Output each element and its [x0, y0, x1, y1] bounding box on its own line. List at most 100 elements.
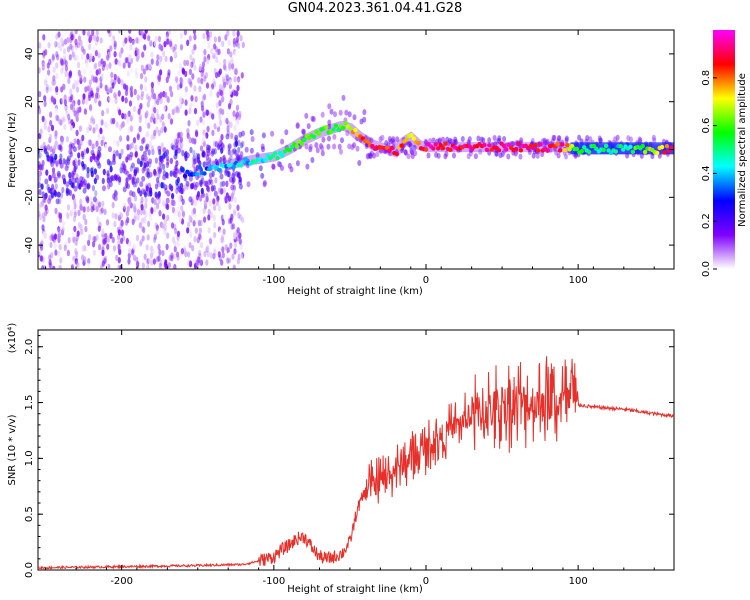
- heatmap-band-cell: [51, 187, 55, 194]
- heatmap-noise-cell: [209, 252, 213, 259]
- heatmap-noise-cell: [212, 52, 216, 60]
- heatmap-noise-cell: [66, 204, 71, 211]
- heatmap-noise-cell: [116, 140, 120, 147]
- heatmap-band-cell: [122, 164, 127, 171]
- heatmap-band-cell: [434, 151, 439, 158]
- heatmap-noise-cell: [145, 160, 149, 168]
- heatmap-noise-cell: [155, 59, 159, 67]
- heatmap-noise-cell: [98, 210, 102, 218]
- bottom-y-tick-label: 2.0: [24, 339, 35, 355]
- heatmap-noise-cell: [153, 236, 157, 244]
- heatmap-noise-cell: [219, 229, 223, 236]
- heatmap-noise-cell: [213, 249, 217, 256]
- heatmap-noise-cell: [96, 81, 100, 89]
- heatmap-noise-cell: [187, 136, 191, 144]
- heatmap-noise-cell: [193, 33, 197, 41]
- heatmap-noise-cell: [63, 123, 67, 131]
- heatmap-noise-cell: [186, 132, 190, 139]
- heatmap-ridge-cell: [389, 145, 395, 151]
- heatmap-ridge-cell: [275, 156, 280, 161]
- heatmap-noise-cell: [97, 68, 102, 75]
- heatmap-noise-cell: [64, 241, 68, 248]
- heatmap-noise-cell: [157, 35, 162, 43]
- heatmap-noise-cell: [190, 61, 194, 68]
- heatmap-noise-cell: [237, 76, 241, 83]
- heatmap-noise-cell: [66, 46, 71, 53]
- heatmap-band-cell: [207, 179, 212, 186]
- heatmap-band-cell: [250, 136, 255, 142]
- heatmap-noise-cell: [79, 39, 83, 47]
- heatmap-noise-cell: [231, 133, 235, 140]
- colorbar-tick-label: 0.0: [701, 261, 712, 277]
- heatmap-noise-cell: [222, 228, 226, 235]
- heatmap-noise-cell: [238, 232, 242, 239]
- heatmap-noise-cell: [154, 97, 158, 104]
- heatmap-noise-cell: [173, 30, 177, 34]
- heatmap-noise-cell: [215, 56, 219, 64]
- heatmap-noise-cell: [232, 232, 237, 239]
- chart-title: GN04.2023.361.04.41.G28: [287, 1, 463, 16]
- heatmap-noise-cell: [63, 58, 67, 65]
- heatmap-noise-cell: [151, 91, 155, 98]
- heatmap-noise-cell: [95, 77, 99, 84]
- heatmap-noise-cell: [220, 134, 224, 141]
- heatmap-noise-cell: [58, 212, 63, 220]
- heatmap-noise-cell: [73, 158, 78, 165]
- heatmap-noise-cell: [111, 201, 115, 209]
- heatmap-noise-cell: [132, 243, 136, 250]
- heatmap-noise-cell: [221, 96, 225, 103]
- heatmap-noise-cell: [227, 186, 231, 193]
- heatmap-noise-cell: [232, 30, 236, 37]
- heatmap-noise-cell: [75, 54, 79, 62]
- heatmap-ridge-cell: [601, 147, 606, 153]
- heatmap-noise-cell: [179, 44, 184, 51]
- heatmap-band-cell: [341, 94, 346, 101]
- heatmap-noise-cell: [53, 243, 57, 250]
- heatmap-noise-cell: [239, 34, 243, 42]
- heatmap-noise-cell: [213, 43, 217, 50]
- heatmap-noise-cell: [101, 228, 105, 235]
- heatmap-ridge-cell: [311, 134, 317, 139]
- heatmap-ridge-cell: [353, 128, 358, 133]
- heatmap-noise-cell: [91, 143, 95, 150]
- heatmap-band-cell: [193, 184, 198, 191]
- heatmap-noise-cell: [142, 68, 146, 75]
- heatmap-noise-cell: [222, 116, 227, 123]
- heatmap-noise-cell: [153, 234, 157, 241]
- heatmap-noise-cell: [40, 244, 44, 251]
- heatmap-noise-cell: [118, 109, 122, 116]
- heatmap-ridge-cell: [243, 157, 248, 162]
- heatmap-noise-cell: [132, 137, 137, 144]
- heatmap-band-cell: [193, 166, 198, 173]
- heatmap-noise-cell: [90, 87, 94, 95]
- heatmap-noise-cell: [207, 208, 211, 216]
- heatmap-noise-cell: [42, 215, 46, 223]
- heatmap-noise-cell: [153, 100, 158, 107]
- heatmap-band-cell: [93, 156, 98, 163]
- heatmap-noise-cell: [117, 244, 121, 251]
- heatmap-noise-cell: [65, 136, 69, 143]
- heatmap-noise-cell: [219, 89, 223, 97]
- heatmap-noise-cell: [207, 227, 211, 234]
- heatmap-noise-cell: [153, 198, 157, 206]
- heatmap-band-cell: [185, 152, 190, 159]
- heatmap-noise-cell: [105, 219, 110, 226]
- heatmap-noise-cell: [73, 225, 77, 233]
- heatmap-noise-cell: [145, 244, 149, 251]
- heatmap-noise-cell: [114, 213, 118, 220]
- heatmap-band-cell: [68, 143, 73, 150]
- heatmap-noise-cell: [47, 69, 51, 76]
- heatmap-band-cell: [338, 109, 343, 116]
- heatmap-noise-cell: [125, 237, 129, 245]
- heatmap-noise-cell: [240, 72, 244, 79]
- heatmap-noise-cell: [43, 123, 47, 131]
- heatmap-noise-cell: [38, 203, 41, 211]
- heatmap-noise-cell: [45, 169, 49, 176]
- heatmap-noise-cell: [132, 254, 136, 261]
- bottom-y-tick-label: 0.0: [24, 562, 35, 578]
- heatmap-noise-cell: [66, 212, 70, 220]
- heatmap-noise-cell: [104, 121, 108, 129]
- heatmap-noise-cell: [77, 35, 82, 42]
- heatmap-noise-cell: [71, 51, 75, 58]
- heatmap-noise-cell: [216, 121, 220, 128]
